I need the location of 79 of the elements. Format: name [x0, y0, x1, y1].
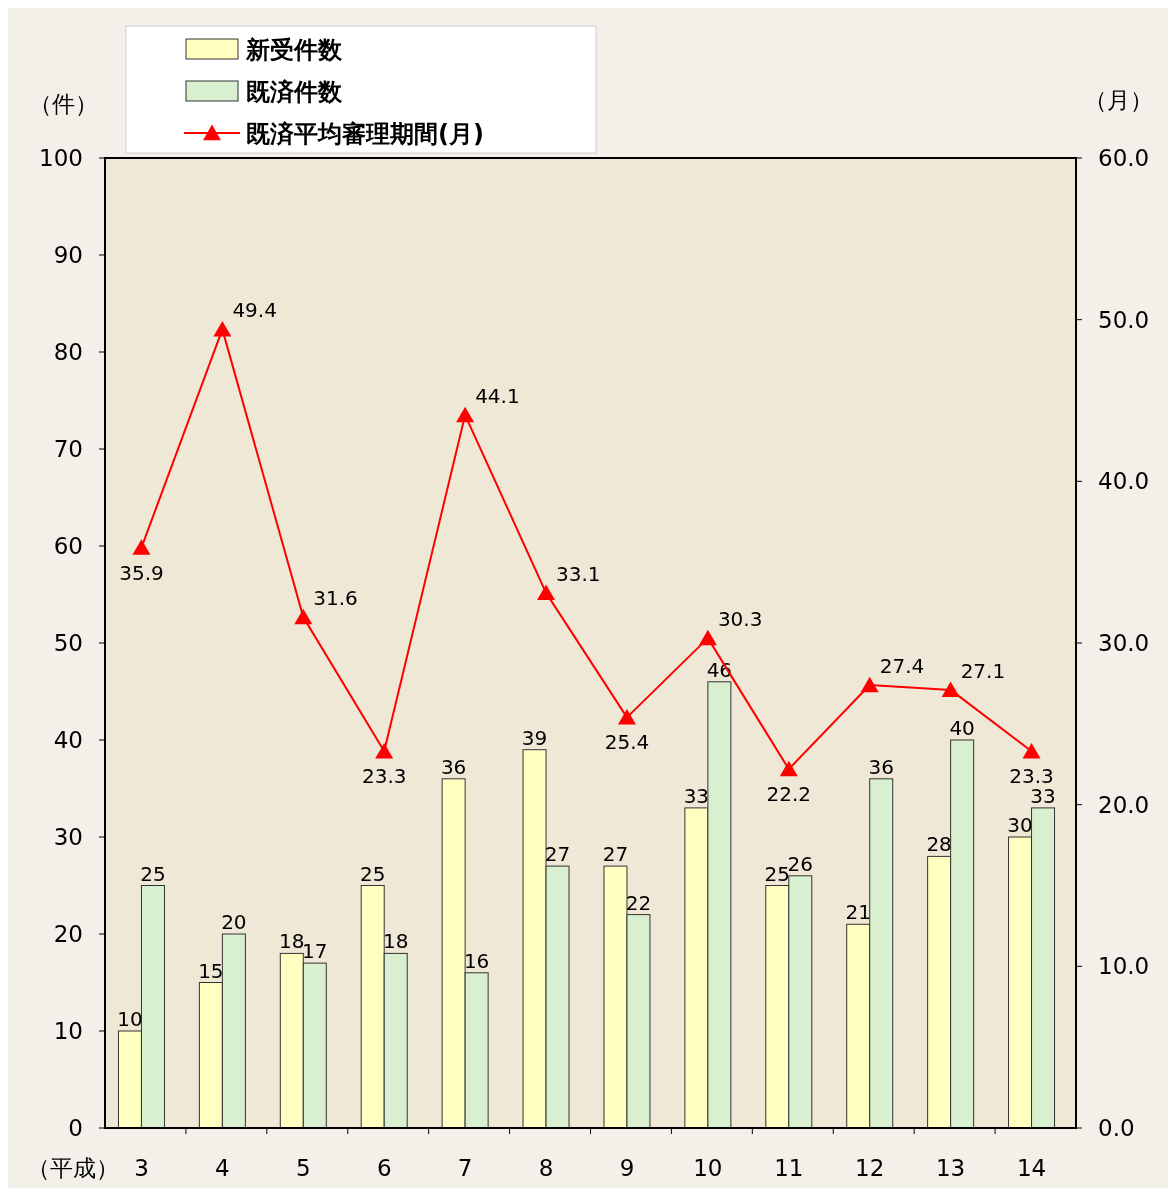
data-label: 30: [1007, 813, 1033, 837]
point: [698, 629, 717, 646]
y2-tick-label: 10.0: [1098, 953, 1150, 980]
point: [456, 406, 475, 423]
data-label: 33: [683, 783, 710, 808]
x-tick-label: 13: [935, 1155, 966, 1181]
data-label: 16: [463, 948, 490, 973]
y2-tick-label: 30.0: [1098, 630, 1150, 656]
data-label: 36: [440, 754, 467, 779]
y2-tick-label: 0.0: [1098, 1115, 1135, 1141]
x-tick-label: 3: [134, 1155, 149, 1181]
point: [779, 760, 798, 777]
data-label: 40: [949, 716, 975, 740]
point: [537, 584, 556, 601]
y-tick-label: 70: [53, 436, 83, 462]
y-tick-label: 10: [53, 1018, 83, 1044]
x-tick-label: 11: [774, 1155, 804, 1181]
data-label: 25: [140, 861, 166, 886]
point: [375, 742, 394, 759]
x-tick-label: 5: [295, 1155, 311, 1181]
y-tick-label: 0: [68, 1115, 83, 1141]
y2-tick-label: 40.0: [1098, 468, 1150, 495]
y-tick-label: 30: [53, 824, 83, 850]
data-label: 49.4: [232, 298, 277, 323]
y-tick-label: 80: [53, 339, 83, 365]
point: [860, 676, 879, 693]
legend-label: 新受件数: [245, 36, 343, 64]
point: [617, 708, 636, 725]
y-tick-label: 60: [53, 533, 83, 559]
x-axis-title: （平成）: [27, 1155, 119, 1181]
data-label: 36: [868, 754, 894, 779]
data-label: 27: [602, 842, 629, 867]
y2-tick-label: 50.0: [1098, 306, 1150, 333]
data-label: 44.1: [475, 384, 520, 409]
x-tick-label: 9: [619, 1155, 635, 1181]
data-label: 27: [544, 842, 571, 867]
y-axis-title: （件）: [28, 91, 98, 117]
point: [294, 608, 313, 625]
x-tick-label: 4: [215, 1155, 230, 1181]
y-tick-label: 40: [53, 727, 83, 753]
x-tick-label: 14: [1016, 1155, 1047, 1181]
data-label: 39: [521, 725, 548, 750]
x-tick-label: 8: [538, 1155, 554, 1181]
legend-label: 既済平均審理期間(月): [246, 120, 484, 148]
data-label: 25.4: [604, 730, 650, 755]
point: [941, 681, 960, 698]
data-label: 17: [302, 939, 328, 964]
y2-tick-label: 20.0: [1098, 791, 1150, 818]
data-label: 18: [382, 929, 409, 954]
point: [1022, 742, 1041, 759]
x-tick-label: 6: [376, 1155, 392, 1181]
data-label: 35.9: [119, 560, 164, 585]
data-label: 25: [359, 861, 386, 886]
data-label: 15: [198, 958, 224, 983]
data-label: 27.1: [960, 658, 1006, 683]
data-label: 10: [117, 1007, 143, 1031]
y-tick-label: 90: [53, 242, 83, 268]
data-label: 22.2: [766, 782, 812, 807]
x-tick-label: 7: [457, 1155, 473, 1181]
data-label: 21: [845, 900, 871, 925]
y-tick-label: 50: [53, 630, 83, 656]
point: [213, 320, 232, 337]
data-label: 18: [279, 929, 305, 954]
y2-tick-label: 60.0: [1098, 145, 1150, 171]
legend-label: 既済件数: [246, 78, 343, 106]
data-label: 23.3: [361, 764, 407, 789]
x-tick-label: 10: [693, 1155, 723, 1181]
y-tick-label: 20: [53, 921, 83, 947]
data-label: 33.1: [556, 561, 601, 586]
y2-axis-title: （月）: [1083, 87, 1153, 113]
point: [132, 539, 151, 555]
data-label: 22: [625, 890, 652, 915]
data-label: 31.6: [313, 586, 358, 611]
data-label: 30.3: [717, 607, 763, 632]
data-label: 20: [221, 910, 247, 934]
data-label: 26: [787, 851, 814, 876]
y-tick-label: 100: [39, 145, 83, 171]
x-tick-label: 12: [855, 1155, 885, 1181]
data-label: 27.4: [879, 654, 925, 679]
